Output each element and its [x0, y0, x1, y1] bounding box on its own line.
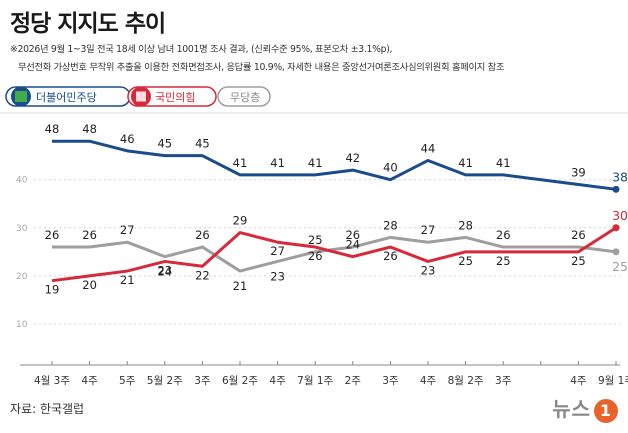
data-label: 26	[383, 249, 398, 263]
y-tick-label: 20	[16, 272, 28, 282]
data-label: 29	[233, 214, 248, 228]
data-label: 28	[383, 218, 398, 232]
data-label: 48	[82, 122, 97, 136]
x-tick-label: 7월 1주	[297, 375, 333, 387]
data-label: 20	[82, 278, 97, 292]
logo-mark: 1	[594, 398, 618, 423]
series-line-0	[52, 139, 617, 191]
data-label: 21	[233, 279, 248, 293]
data-label: 23	[157, 263, 172, 277]
data-label: 42	[345, 151, 360, 165]
x-tick-label: 5월 2주	[147, 375, 183, 387]
x-tick-label: 3주	[194, 375, 211, 387]
x-axis: 4월 3주 4주 5주 5월 2주 3주 6월 2주 4주 7월 1주 2주 3주 4주 8월 2주 3…	[20, 361, 628, 387]
x-tick-label: 8월 2주	[448, 375, 484, 387]
data-label: 25	[308, 233, 323, 247]
legend-label-independent: 무당층	[230, 91, 260, 104]
data-label: 27	[120, 223, 135, 237]
survey-note-line-1: ※2026년 9월 1~3일 전국 18세 이상 남녀 1001명 조사 결과,…	[10, 44, 393, 55]
data-label: 25	[496, 254, 511, 268]
data-label: 26	[82, 228, 97, 242]
x-tick-label: 4주	[570, 375, 587, 387]
y-axis: 10 20 30 40	[16, 176, 28, 330]
data-label: 19	[45, 283, 60, 297]
series-lines	[51, 139, 620, 283]
data-label: 41	[233, 156, 248, 170]
data-label: 21	[120, 273, 135, 287]
data-label: 26	[45, 228, 60, 242]
source-note: 자료: 한국갤럽	[10, 402, 85, 416]
x-tick-label: 3주	[495, 375, 512, 387]
x-tick-label: 5주	[119, 375, 136, 387]
data-label: 23	[270, 269, 285, 283]
legend-label-minjoo: 더불어민주당	[36, 91, 97, 104]
end-point-2	[612, 248, 620, 256]
end-point-0	[612, 185, 620, 193]
x-tick-label: 4주	[269, 375, 286, 387]
data-label: 24	[345, 238, 360, 252]
end-point-1	[612, 224, 620, 232]
y-tick-label: 10	[16, 320, 28, 330]
data-label: 25	[571, 254, 586, 268]
series-line-2	[52, 235, 617, 273]
data-label: 27	[270, 244, 285, 258]
data-label: 26	[308, 249, 323, 263]
minjoo-party-icon-inner	[15, 91, 27, 102]
data-label: 26	[345, 228, 360, 242]
data-label: 41	[458, 156, 473, 170]
data-label: 26	[571, 228, 586, 242]
data-labels: 484846454541414142404441413938%192021232…	[45, 122, 628, 296]
data-label: 45	[157, 137, 172, 151]
news1-logo: 뉴스 1	[552, 393, 618, 423]
x-tick-label: 3주	[382, 375, 399, 387]
x-tick-label: 4주	[420, 375, 437, 387]
x-tick-label: 9월 1주	[598, 375, 628, 387]
data-label: 30%	[612, 208, 628, 223]
data-label: 48	[45, 122, 60, 136]
data-label: 45	[195, 137, 210, 151]
series-line-1	[51, 226, 617, 283]
data-label: 41	[270, 156, 285, 170]
data-label: 25%	[612, 259, 628, 274]
legend-label-ppp: 국민의힘	[155, 91, 195, 104]
data-label: 40	[383, 161, 398, 175]
survey-note-line-2: 무선전화 가상번호 무작위 추출을 이용한 전화면접조사, 응답률 10.9%,…	[18, 62, 505, 73]
y-tick-label: 30	[16, 224, 28, 234]
data-label: 28	[458, 218, 473, 232]
data-label: 25	[458, 254, 473, 268]
legend-item-independent	[217, 86, 271, 107]
logo-text: 뉴스	[552, 397, 591, 421]
data-label: 22	[195, 268, 210, 282]
data-label: 26	[195, 228, 210, 242]
data-label: 39	[571, 166, 586, 180]
data-label: 38%	[612, 169, 628, 184]
x-tick-label: 4월 3주	[34, 375, 70, 387]
y-tick-label: 40	[16, 176, 28, 186]
data-label: 24	[157, 265, 172, 279]
data-label: 26	[496, 228, 511, 242]
legend: 더불어민주당 국민의힘 무당층	[5, 86, 271, 107]
chart-title: 정당 지지도 추이	[10, 11, 166, 37]
x-tick-label: 6월 2주	[222, 375, 258, 387]
ppp-party-icon-inner	[136, 91, 146, 102]
data-label: 41	[496, 156, 511, 170]
x-tick-label: 2주	[345, 375, 362, 387]
data-label: 27	[421, 223, 436, 237]
data-label: 44	[421, 141, 436, 155]
x-tick-label: 4주	[81, 375, 98, 387]
data-label: 23	[421, 263, 436, 277]
legend-item-ppp	[127, 86, 217, 107]
data-label: 41	[308, 156, 323, 170]
data-label: 46	[120, 132, 135, 146]
